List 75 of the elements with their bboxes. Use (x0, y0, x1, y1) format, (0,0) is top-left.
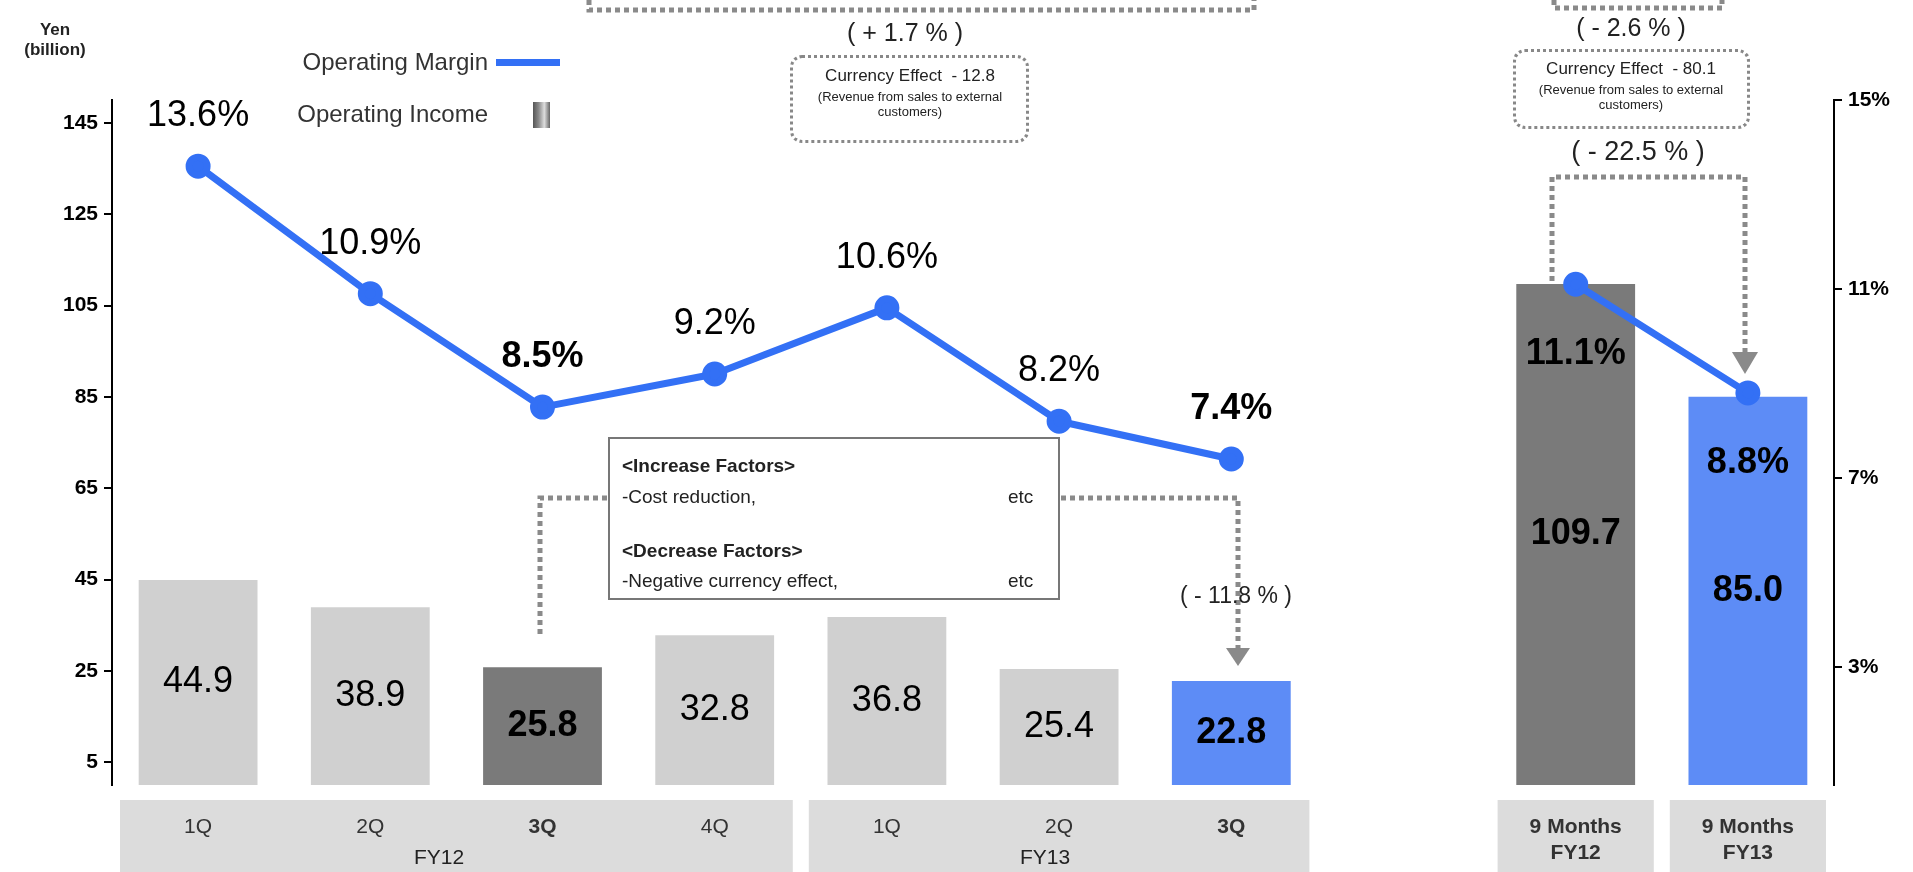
point (1563, 271, 1589, 297)
data-label: 38.9 (335, 673, 406, 715)
x-tick-label: 1Q (184, 814, 213, 838)
annotation: etc (1008, 486, 1034, 508)
x-tick-label: 9 Months FY12 (1529, 814, 1622, 863)
bar (1171, 680, 1291, 785)
y2-tick-label: 3% (1848, 653, 1879, 677)
x-tick-label: 2Q (356, 814, 385, 838)
data-label: 8.5% (501, 333, 584, 375)
x-tick-label: 1Q (872, 814, 901, 838)
bar (483, 667, 602, 785)
data-label: 9.2% (673, 300, 756, 342)
text: Currency Effect - 12.8 (824, 66, 996, 86)
text: FY12 (412, 845, 466, 870)
point (1046, 408, 1072, 434)
data-label: 10.9% (319, 220, 422, 262)
bar (310, 607, 430, 785)
y-tick-label: 105 (62, 292, 99, 316)
data-label: 109.7 (1530, 511, 1621, 553)
data-label: 10.6% (835, 234, 938, 276)
data-label: 22.8 (1196, 709, 1267, 751)
annotation: etc (1008, 570, 1034, 592)
point (185, 153, 211, 179)
data-label: 85.0 (1712, 567, 1783, 609)
x-tick-label: 2Q (1045, 814, 1074, 838)
point (1218, 446, 1244, 472)
annotation: ( - 22.5 % ) (1570, 136, 1706, 168)
text: ( - 2.6 % ) (1575, 13, 1687, 42)
bar (655, 635, 775, 785)
y-tick-label: 85 (74, 383, 99, 407)
point (1735, 380, 1761, 406)
x-tick-label: 3Q (1217, 814, 1246, 838)
annotation: <Increase Factors> (622, 455, 796, 477)
text: FY13 (1018, 845, 1072, 870)
y-tick-label: 145 (62, 109, 99, 133)
data-label: 11.1% (1525, 331, 1626, 373)
data-label: 8.2% (1018, 348, 1101, 390)
point (874, 295, 900, 321)
data-label: 7.4% (1190, 385, 1273, 427)
data-label: 44.9 (163, 659, 234, 701)
point (530, 394, 555, 420)
bar (1688, 396, 1808, 785)
point (702, 361, 728, 387)
annotation: <Decrease Factors> (622, 540, 803, 562)
y2-tick-label: 11% (1848, 275, 1890, 299)
point (357, 281, 383, 307)
x-tick-label: 9 Months FY13 (1701, 814, 1794, 863)
x-tick-label: 4Q (700, 814, 729, 838)
y-tick-label: 25 (74, 657, 99, 681)
y-tick-label: 65 (74, 474, 99, 498)
bar (999, 669, 1119, 785)
data-label: 36.8 (851, 677, 922, 719)
annotation: ( - 11.8 % ) (1178, 582, 1293, 609)
bar (138, 579, 258, 785)
y-tick-label: 125 (62, 200, 99, 224)
data-label: 25.4 (1024, 703, 1095, 745)
annotation: -Negative currency effect, (622, 570, 839, 592)
annotation: (Revenue from sales to external customers) (1537, 82, 1725, 113)
y-tick-label: 5 (86, 748, 99, 772)
text: Currency Effect - 80.1 (1545, 59, 1717, 79)
text: ( + 1.7 % ) (846, 18, 964, 47)
legend-label: Operating Income (297, 100, 488, 127)
data-label: 32.8 (679, 687, 750, 729)
annotation: -Cost reduction, (622, 486, 757, 508)
data-label: 25.8 (507, 703, 578, 745)
y2-tick-label: 7% (1848, 464, 1879, 488)
y2-tick-label: 15% (1848, 86, 1891, 110)
bar (827, 616, 947, 785)
y-tick-label: 45 (74, 566, 99, 590)
legend-label: Operating Margin (301, 48, 488, 76)
annotation: (Revenue from sales to external customers) (816, 89, 1004, 120)
data-label: 8.8% (1706, 439, 1789, 481)
y-axis-title: Yen (billion) (23, 20, 87, 60)
x-tick-label: 3Q (528, 814, 557, 838)
data-label: 13.6% (147, 93, 250, 135)
